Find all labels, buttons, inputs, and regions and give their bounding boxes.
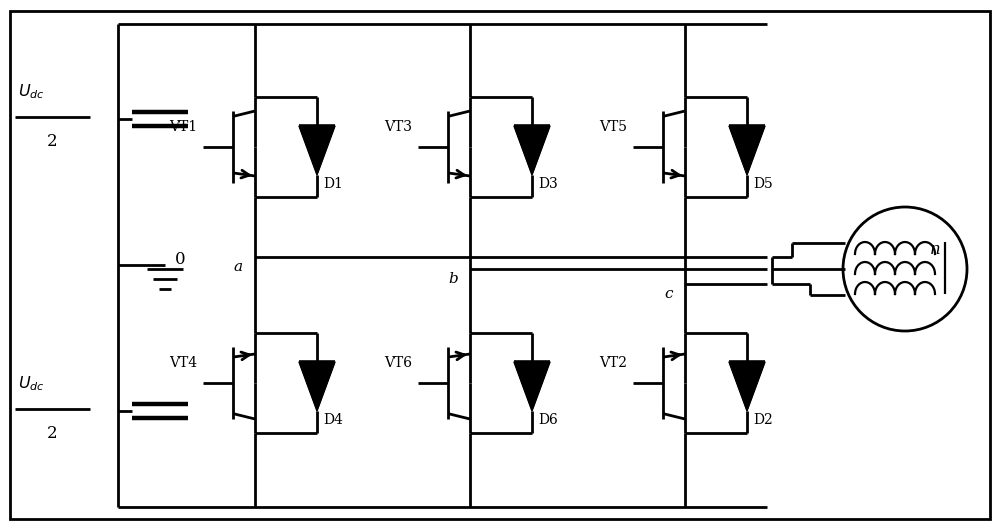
Text: D2: D2	[753, 413, 773, 427]
Text: VT1: VT1	[169, 120, 197, 134]
Polygon shape	[514, 362, 550, 411]
Text: n: n	[930, 241, 941, 258]
Polygon shape	[299, 126, 335, 175]
Polygon shape	[514, 126, 550, 175]
Text: $U_{dc}$: $U_{dc}$	[18, 375, 45, 394]
Polygon shape	[729, 126, 765, 175]
Text: 2: 2	[47, 424, 57, 442]
Text: a: a	[234, 260, 243, 274]
Text: D4: D4	[323, 413, 343, 427]
Text: D3: D3	[538, 177, 558, 191]
Text: b: b	[448, 272, 458, 286]
Polygon shape	[299, 362, 335, 411]
Text: VT6: VT6	[384, 356, 412, 370]
Text: 2: 2	[47, 132, 57, 150]
Text: D5: D5	[753, 177, 773, 191]
Text: D6: D6	[538, 413, 558, 427]
Text: VT3: VT3	[384, 120, 412, 134]
Text: VT5: VT5	[599, 120, 627, 134]
Text: $U_{dc}$: $U_{dc}$	[18, 83, 45, 102]
Text: D1: D1	[323, 177, 343, 191]
Text: VT4: VT4	[169, 356, 197, 370]
Text: VT2: VT2	[599, 356, 627, 370]
Polygon shape	[729, 362, 765, 411]
Text: c: c	[664, 287, 673, 301]
Text: 0: 0	[175, 251, 186, 268]
